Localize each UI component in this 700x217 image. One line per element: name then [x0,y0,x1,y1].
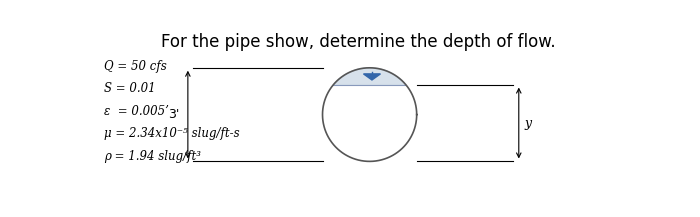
Text: Q = 50 cfs: Q = 50 cfs [104,60,167,73]
Text: μ = 2.34x10⁻⁵ slug/ft-s: μ = 2.34x10⁻⁵ slug/ft-s [104,127,239,140]
Polygon shape [363,74,380,80]
Text: ε  = 0.005’: ε = 0.005’ [104,105,169,118]
Text: ρ = 1.94 slug/ft³: ρ = 1.94 slug/ft³ [104,150,201,163]
Polygon shape [333,68,406,85]
Text: 3': 3' [168,108,180,121]
Text: S = 0.01: S = 0.01 [104,82,155,95]
Text: y: y [524,117,531,130]
Text: For the pipe show, determine the depth of flow.: For the pipe show, determine the depth o… [162,33,556,51]
